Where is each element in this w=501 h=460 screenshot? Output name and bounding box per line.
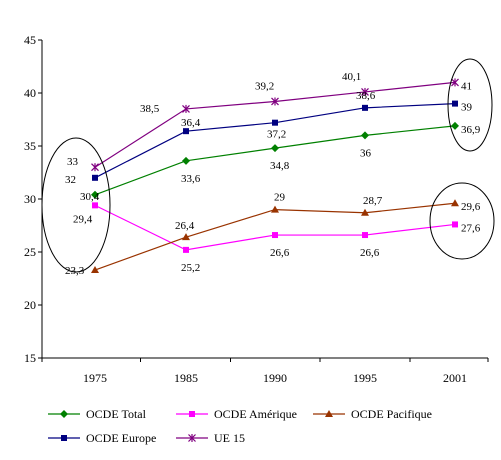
legend-item-4: UE 15 (176, 431, 245, 445)
data-point (452, 100, 458, 107)
data-label: 26,6 (270, 247, 290, 259)
data-point (362, 104, 368, 111)
data-label: 30,4 (80, 191, 100, 203)
data-point (272, 119, 278, 126)
data-point (271, 97, 279, 106)
legend-marker (61, 435, 67, 441)
data-label: 33,6 (181, 173, 201, 185)
data-point (451, 199, 459, 207)
data-label: 26,4 (175, 220, 195, 232)
data-label: 36,9 (461, 124, 481, 136)
data-label: 28,7 (363, 195, 383, 207)
y-tick-label: 20 (24, 298, 36, 312)
data-label: 23,3 (65, 265, 85, 277)
data-labels: 30,4 33,6 34,8 36 36,9 29,4 25,2 26,6 26,6 27,6 23… (65, 71, 481, 277)
series-3 (92, 100, 458, 181)
y-tick-label: 15 (24, 351, 36, 365)
y-tick-label: 45 (24, 33, 36, 47)
data-label: 40,1 (342, 71, 361, 83)
data-point (183, 128, 189, 135)
y-tick-label: 35 (24, 139, 36, 153)
data-point (91, 266, 99, 274)
y-tick-label: 40 (24, 86, 36, 100)
series-2 (91, 199, 459, 274)
legend-label: OCDE Total (86, 407, 147, 421)
data-point (92, 174, 98, 181)
data-point (362, 232, 368, 239)
legend-item-1: OCDE Amérique (176, 407, 297, 421)
data-label: 36,4 (181, 117, 201, 129)
legend-marker (325, 410, 333, 417)
data-point (361, 87, 369, 96)
data-label: 41 (461, 80, 472, 92)
legend-label: OCDE Amérique (214, 407, 297, 421)
legend-item-2: OCDE Pacifique (313, 407, 432, 421)
data-label: 32 (65, 174, 76, 186)
data-label: 34,8 (270, 160, 290, 172)
legend-item-3: OCDE Europe (48, 431, 156, 445)
data-point (361, 208, 369, 216)
x-tick-label: 1990 (263, 371, 287, 385)
data-label: 37,2 (267, 129, 286, 141)
y-tick-label: 30 (24, 192, 36, 206)
data-point (361, 131, 369, 140)
data-point (183, 246, 189, 253)
data-point (91, 163, 99, 172)
series-0 (91, 121, 459, 199)
data-point (272, 232, 278, 239)
data-point (451, 78, 459, 87)
data-point (182, 156, 190, 165)
ellipse-1975 (41, 137, 111, 273)
data-point (92, 202, 98, 209)
data-label: 38,5 (140, 103, 160, 115)
series-4 (91, 78, 459, 172)
annotation-ellipses (41, 58, 495, 273)
data-label: 36 (360, 147, 372, 159)
data-point (271, 144, 279, 153)
legend-item-0: OCDE Total (48, 407, 147, 421)
data-label: 26,6 (360, 247, 380, 259)
series-layer (91, 78, 459, 274)
legend-marker (188, 434, 196, 442)
data-point (451, 121, 459, 130)
data-label: 29,6 (461, 201, 481, 213)
legend-label: OCDE Pacifique (351, 407, 432, 421)
data-label: 29 (274, 192, 286, 204)
x-tick-label: 1995 (353, 371, 377, 385)
data-point (271, 205, 279, 213)
legend-label: OCDE Europe (86, 431, 156, 445)
data-label: 29,4 (73, 213, 93, 225)
legend-label: UE 15 (214, 431, 245, 445)
data-point (182, 104, 190, 113)
axes: 15 20 25 30 35 40 45 1975 1985 1990 1995 2001 (24, 33, 489, 385)
legend-marker (189, 411, 195, 417)
data-label: 38,6 (356, 90, 376, 102)
data-point (182, 233, 190, 241)
series-1 (92, 202, 458, 253)
legend: OCDE Total OCDE Amérique OCDE Pacifique OCD… (48, 407, 432, 445)
ellipse-2001-lower (429, 182, 495, 260)
ellipse-2001-upper (447, 58, 493, 152)
data-point (91, 190, 99, 199)
data-label: 25,2 (181, 262, 200, 274)
legend-marker (60, 410, 68, 418)
data-label: 39 (461, 102, 473, 114)
data-label: 33 (67, 156, 79, 168)
x-tick-label: 1975 (83, 371, 107, 385)
data-label: 27,6 (461, 222, 481, 234)
data-point (452, 221, 458, 228)
x-tick-label: 1985 (174, 371, 198, 385)
y-tick-label: 25 (24, 245, 36, 259)
x-tick-label: 2001 (443, 371, 467, 385)
data-label: 39,2 (255, 80, 274, 92)
